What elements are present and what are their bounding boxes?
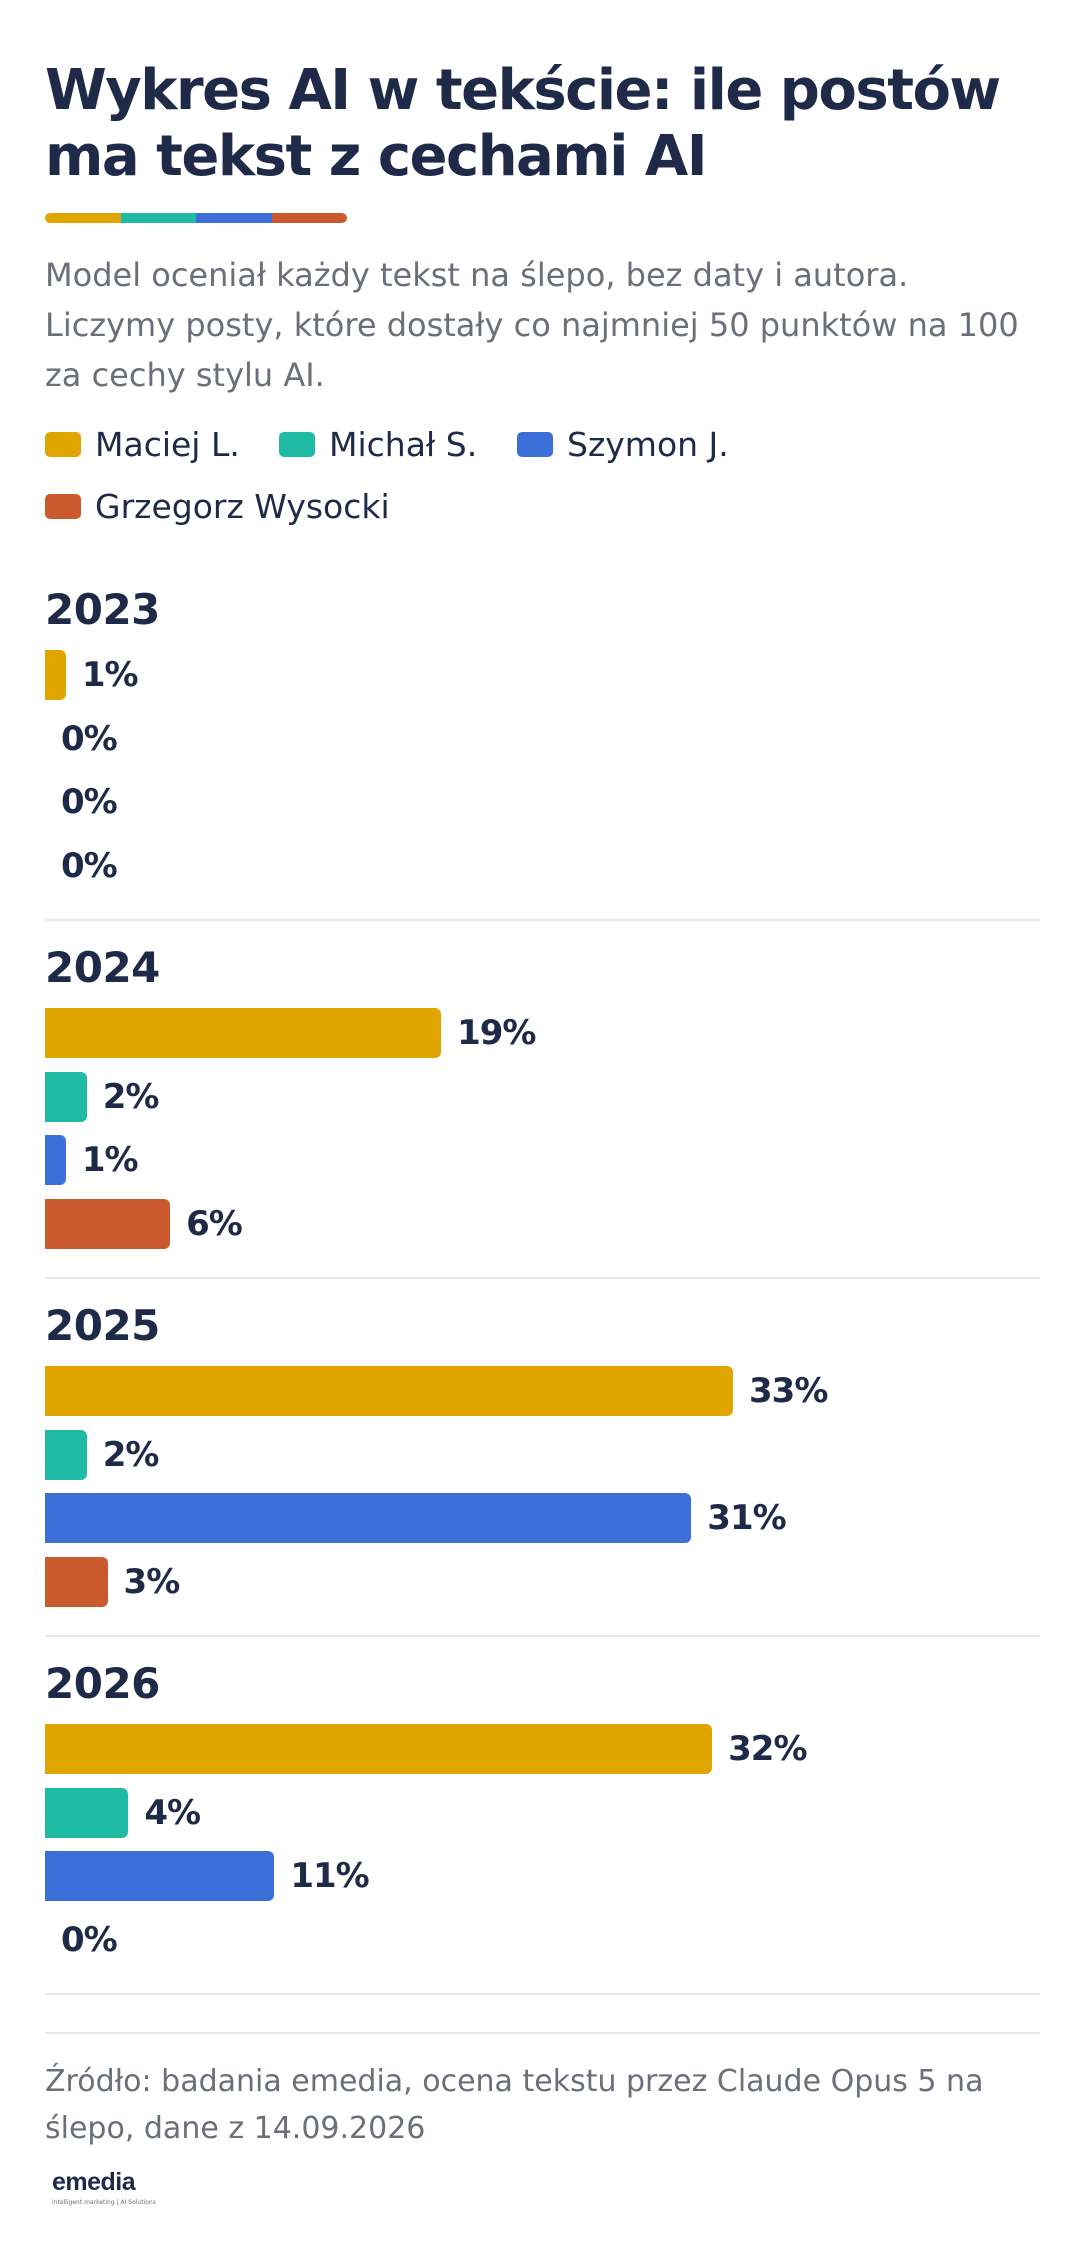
bar-value-label: 31% [707,1498,786,1538]
group-divider [45,919,1040,921]
accent-segment-teal [120,213,196,223]
bar-value-label: 11% [290,1856,369,1896]
bar-value-label: 1% [81,655,139,695]
bar-row: 0% [45,714,1040,764]
bar-value-label: 32% [728,1729,807,1769]
legend-item-grzegorz: Grzegorz Wysocki [45,487,390,526]
legend-item-maciej: Maciej L. [45,425,240,464]
bar-row: 2% [45,1429,1040,1480]
bar-value-label: 3% [123,1561,181,1602]
accent-segment-orange [271,213,347,223]
bar-2023-maciej-l- [45,650,66,700]
bar-2024-micha-s- [45,1071,87,1122]
year-label-2026: 2026 [45,1659,160,1708]
emedia-logo: emedia intelligent marketing | AI Soluti… [52,2168,156,2206]
bar-row: 3% [45,1556,1040,1607]
bar-2026-szymon-j- [45,1851,275,1901]
logo-tagline: intelligent marketing | AI Solutions [52,2199,156,2206]
legend-label-maciej: Maciej L. [95,425,240,464]
bar-row: 0% [45,1915,1040,1965]
bar-row: 0% [45,777,1040,827]
bar-value-label: 4% [144,1792,201,1833]
group-divider [45,1635,1040,1637]
legend-label-szymon: Szymon J. [567,425,729,464]
year-label-2025: 2025 [45,1301,160,1350]
bar-value-label: 33% [749,1371,828,1411]
bar-2025-maciej-l- [45,1366,733,1416]
bar-2024-grzegorz-wysocki [45,1198,171,1249]
bar-value-label: 19% [457,1013,536,1053]
bar-2026-micha-s- [45,1787,129,1838]
bar-value-label: 0% [61,1919,118,1960]
bar-2024-maciej-l- [45,1008,442,1058]
bar-row: 2% [45,1071,1040,1122]
chart-subtitle: Model oceniał każdy tekst na ślepo, bez … [45,256,1019,394]
title-accent-bar [45,213,347,223]
chart-title: Wykres AI w tekście: ile postów ma tekst… [45,58,1001,189]
footer-divider [45,2032,1040,2034]
bar-value-label: 6% [186,1203,243,1244]
bar-value-label: 1% [81,1140,139,1180]
bar-row: 1% [45,650,1040,700]
bar-row: 32% [45,1724,1040,1774]
bar-row: 0% [45,841,1040,891]
legend-item-michal: Michał S. [279,425,477,464]
bar-2026-maciej-l- [45,1724,713,1774]
bar-value-label: 0% [61,845,118,886]
bar-2025-szymon-j- [45,1493,692,1543]
accent-segment-blue [196,213,272,223]
bar-2025-micha-s- [45,1429,87,1480]
legend-swatch-maciej [45,432,81,457]
year-label-2024: 2024 [45,943,160,992]
bar-value-label: 0% [61,718,118,759]
legend-swatch-szymon [517,432,553,457]
group-divider [45,1993,1040,1995]
bar-value-label: 2% [102,1076,160,1117]
legend-label-michal: Michał S. [329,425,478,464]
legend-swatch-grzegorz [45,494,81,519]
bar-value-label: 2% [102,1434,160,1475]
bar-row: 6% [45,1198,1040,1249]
bar-row: 11% [45,1851,1040,1901]
accent-segment-yellow [45,213,121,223]
group-divider [45,1277,1040,1279]
bar-row: 31% [45,1493,1040,1543]
logo-wordmark: emedia [52,2168,136,2196]
bar-row: 4% [45,1787,1040,1838]
bar-2024-szymon-j- [45,1135,66,1185]
legend-item-szymon: Szymon J. [517,425,729,464]
bar-2025-grzegorz-wysocki [45,1556,108,1607]
bar-value-label: 0% [61,782,118,822]
legend-label-grzegorz: Grzegorz Wysocki [95,487,390,526]
bar-row: 19% [45,1008,1040,1058]
year-label-2023: 2023 [45,585,160,634]
bar-row: 1% [45,1135,1040,1185]
bar-row: 33% [45,1366,1040,1416]
legend-swatch-michal [279,432,315,457]
source-note: Źródło: badania emedia, ocena tekstu prz… [45,2064,984,2146]
